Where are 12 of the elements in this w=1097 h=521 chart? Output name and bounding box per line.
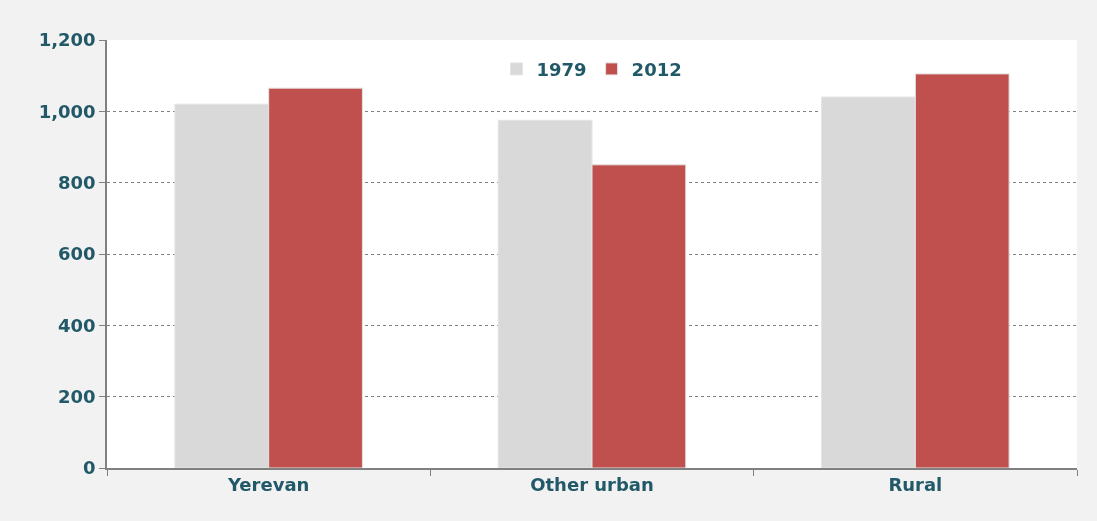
y-tick-label: 200 <box>58 385 96 407</box>
y-tick-label: 800 <box>58 171 96 193</box>
y-tick-label: 1,000 <box>38 100 96 122</box>
x-tick-label: Yerevan <box>226 474 310 496</box>
y-tick-label: 0 <box>83 457 96 479</box>
y-tick-label: 600 <box>58 243 96 265</box>
legend-label: 2012 <box>631 58 682 80</box>
x-tick-label: Other urban <box>530 474 654 496</box>
legend-label: 1979 <box>536 58 587 80</box>
y-tick-label: 400 <box>58 314 96 336</box>
x-tick-label: Rural <box>888 474 943 496</box>
y-tick-label: 1,200 <box>38 29 96 51</box>
